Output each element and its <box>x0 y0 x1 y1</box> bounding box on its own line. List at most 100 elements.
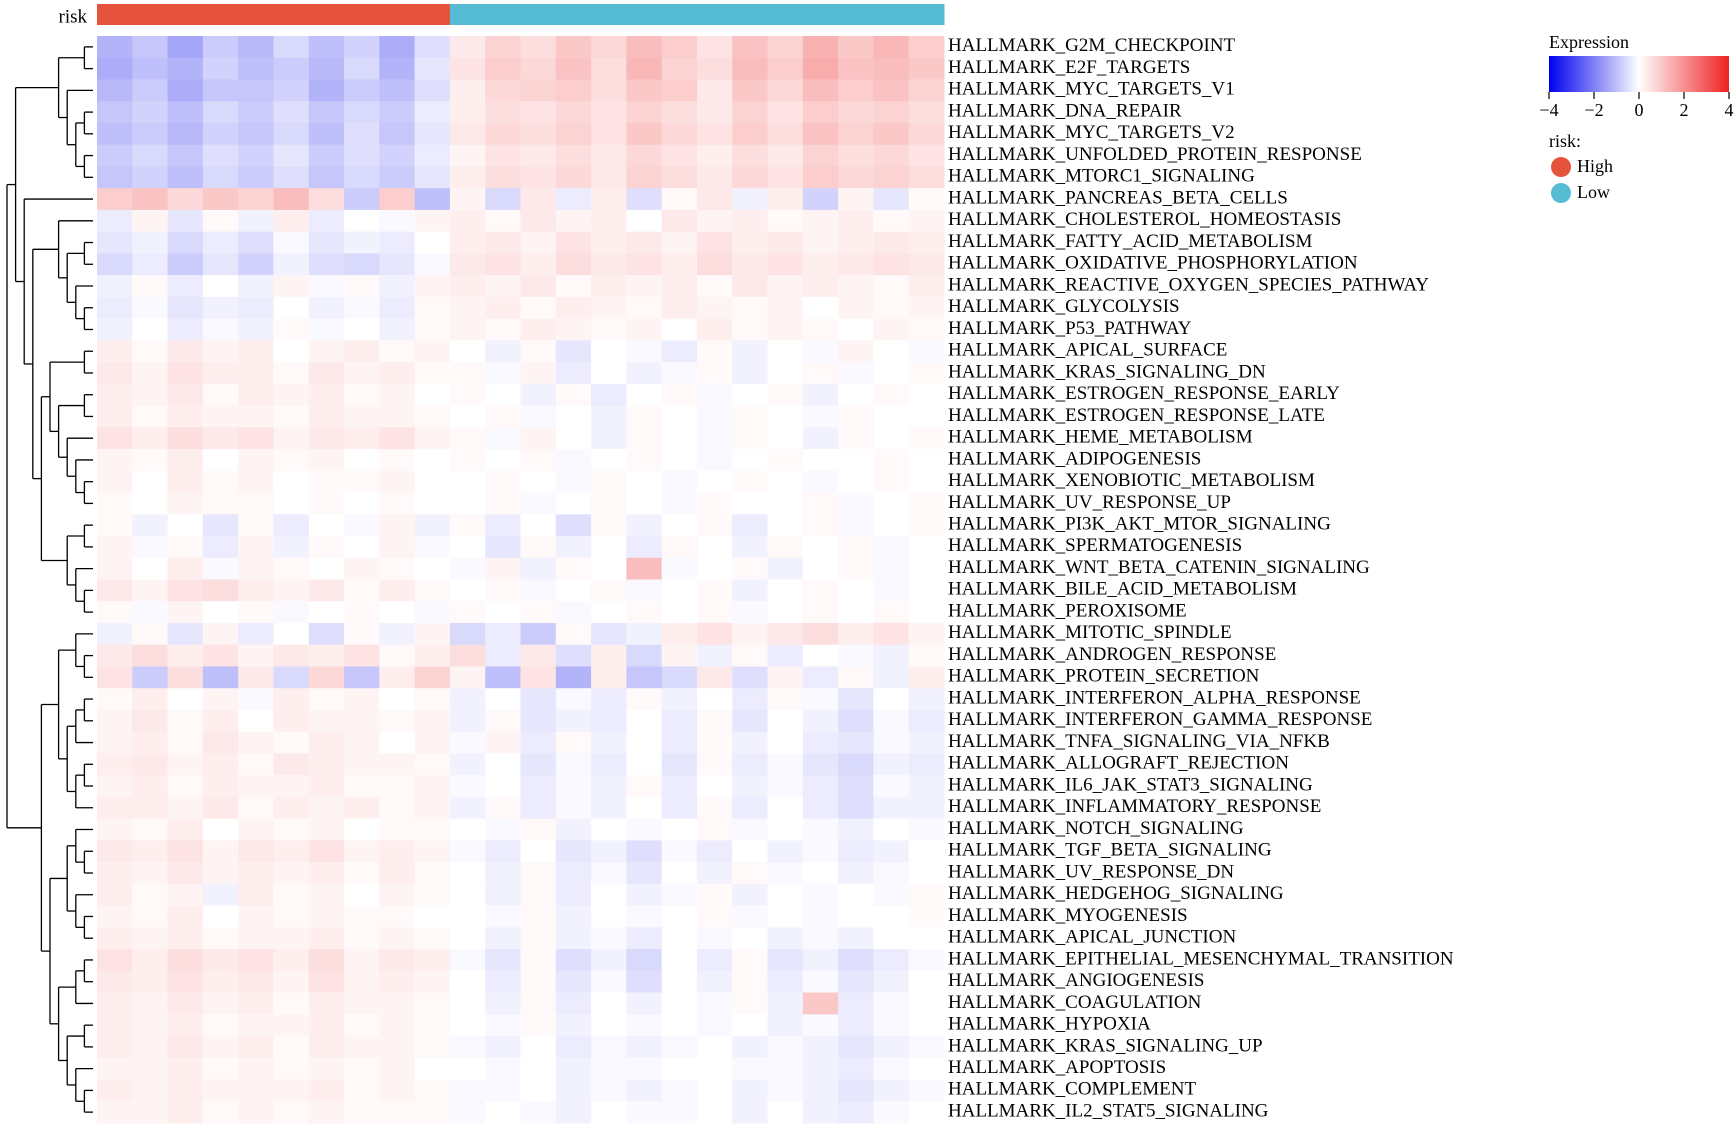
row-label: HALLMARK_APICAL_SURFACE <box>948 340 1227 361</box>
heatmap-cell <box>485 209 521 233</box>
heatmap-cell <box>273 905 310 928</box>
heatmap-cell <box>626 1036 663 1059</box>
heatmap-cell <box>97 644 133 667</box>
heatmap-cell <box>167 166 204 189</box>
heatmap-cell <box>449 36 486 59</box>
annotation-cell <box>414 4 451 25</box>
heatmap-cell <box>97 601 133 624</box>
heatmap-cell <box>485 514 521 537</box>
row-label: HALLMARK_ANGIOGENESIS <box>948 970 1205 991</box>
heatmap-cell <box>308 731 345 754</box>
heatmap-cell <box>273 601 310 624</box>
heatmap-cell <box>414 449 451 472</box>
heatmap-cell <box>414 601 451 624</box>
heatmap-cell <box>767 470 804 494</box>
heatmap-cell <box>132 688 169 711</box>
heatmap-cell <box>202 209 239 233</box>
heatmap-cell <box>449 731 486 754</box>
heatmap-cell <box>838 318 874 341</box>
heatmap-cell <box>202 296 239 320</box>
heatmap-cell <box>661 970 698 994</box>
heatmap-cell <box>591 601 627 624</box>
heatmap-cell <box>485 231 521 254</box>
row-label: HALLMARK_EPITHELIAL_MESENCHYMAL_TRANSITI… <box>948 948 1454 969</box>
heatmap-cell <box>308 666 345 689</box>
heatmap-cell <box>97 340 133 363</box>
row-label: HALLMARK_OXIDATIVE_PHOSPHORYLATION <box>948 253 1358 274</box>
heatmap-cell <box>873 1101 910 1124</box>
heatmap-cell <box>802 818 839 841</box>
heatmap-cell <box>908 905 945 928</box>
heatmap-cell <box>696 296 733 320</box>
heatmap-cell <box>873 688 910 711</box>
heatmap-cell <box>238 731 274 754</box>
heatmap-cell <box>379 1036 416 1059</box>
heatmap-cell <box>908 275 945 298</box>
heatmap-cell <box>802 775 839 798</box>
heatmap-cell <box>167 275 204 298</box>
heatmap-cell <box>414 79 451 102</box>
heatmap-cell <box>626 731 663 754</box>
heatmap-cell <box>167 144 204 167</box>
heatmap-cell <box>449 840 486 863</box>
heatmap-cell <box>414 818 451 841</box>
heatmap-cell <box>379 862 416 885</box>
annotation-cell <box>344 4 380 25</box>
row-label: HALLMARK_FATTY_ACID_METABOLISM <box>948 231 1313 252</box>
heatmap-cell <box>802 296 839 320</box>
heatmap-cell <box>591 666 627 689</box>
heatmap-cell <box>308 79 345 102</box>
annotation-cell <box>132 4 169 25</box>
heatmap-cell <box>591 318 627 341</box>
colorbar-tick-label: −4 <box>1539 100 1558 120</box>
heatmap-cell <box>414 1079 451 1102</box>
heatmap-cell <box>838 275 874 298</box>
heatmap-cell <box>485 340 521 363</box>
heatmap-cell <box>414 862 451 885</box>
annotation-cell <box>873 4 910 25</box>
row-label: HALLMARK_IL6_JAK_STAT3_SIGNALING <box>948 774 1313 795</box>
heatmap-cell <box>626 275 663 298</box>
heatmap-cell <box>167 970 204 994</box>
heatmap-cell <box>591 927 627 950</box>
row-label: HALLMARK_HYPOXIA <box>948 1014 1151 1035</box>
heatmap-cell <box>555 36 592 59</box>
heatmap-cell <box>449 927 486 950</box>
heatmap-cell <box>591 644 627 667</box>
heatmap-cell <box>520 579 557 602</box>
heatmap-cell <box>308 557 345 580</box>
heatmap-cell <box>732 970 769 994</box>
heatmap-cell <box>344 492 380 515</box>
heatmap-cell <box>414 492 451 515</box>
heatmap-cell <box>414 579 451 602</box>
heatmap-cell <box>802 340 839 363</box>
heatmap-cell <box>379 731 416 754</box>
heatmap-cell <box>379 796 416 820</box>
heatmap-cell <box>97 514 133 537</box>
heatmap-cell <box>202 492 239 515</box>
heatmap-cell <box>414 362 451 385</box>
heatmap-cell <box>167 601 204 624</box>
heatmap-cell <box>167 905 204 928</box>
heatmap-cell <box>732 188 769 211</box>
heatmap-cell <box>661 144 698 167</box>
heatmap-cell <box>520 731 557 754</box>
heatmap-cell <box>344 927 380 950</box>
heatmap-cell <box>732 1014 769 1037</box>
heatmap-cell <box>449 514 486 537</box>
heatmap-cell <box>661 644 698 667</box>
heatmap-cell <box>661 209 698 233</box>
heatmap-cell <box>591 383 627 407</box>
heatmap-cell <box>908 709 945 733</box>
heatmap-cell <box>802 796 839 820</box>
heatmap-cell <box>802 883 839 907</box>
heatmap-cell <box>167 1014 204 1037</box>
heatmap-cell <box>485 775 521 798</box>
legend-swatch <box>1551 157 1571 177</box>
heatmap-cell <box>202 231 239 254</box>
heatmap-cell <box>591 818 627 841</box>
heatmap-cell <box>873 883 910 907</box>
heatmap-cell <box>908 557 945 580</box>
heatmap-cell <box>732 883 769 907</box>
heatmap-cell <box>238 644 274 667</box>
